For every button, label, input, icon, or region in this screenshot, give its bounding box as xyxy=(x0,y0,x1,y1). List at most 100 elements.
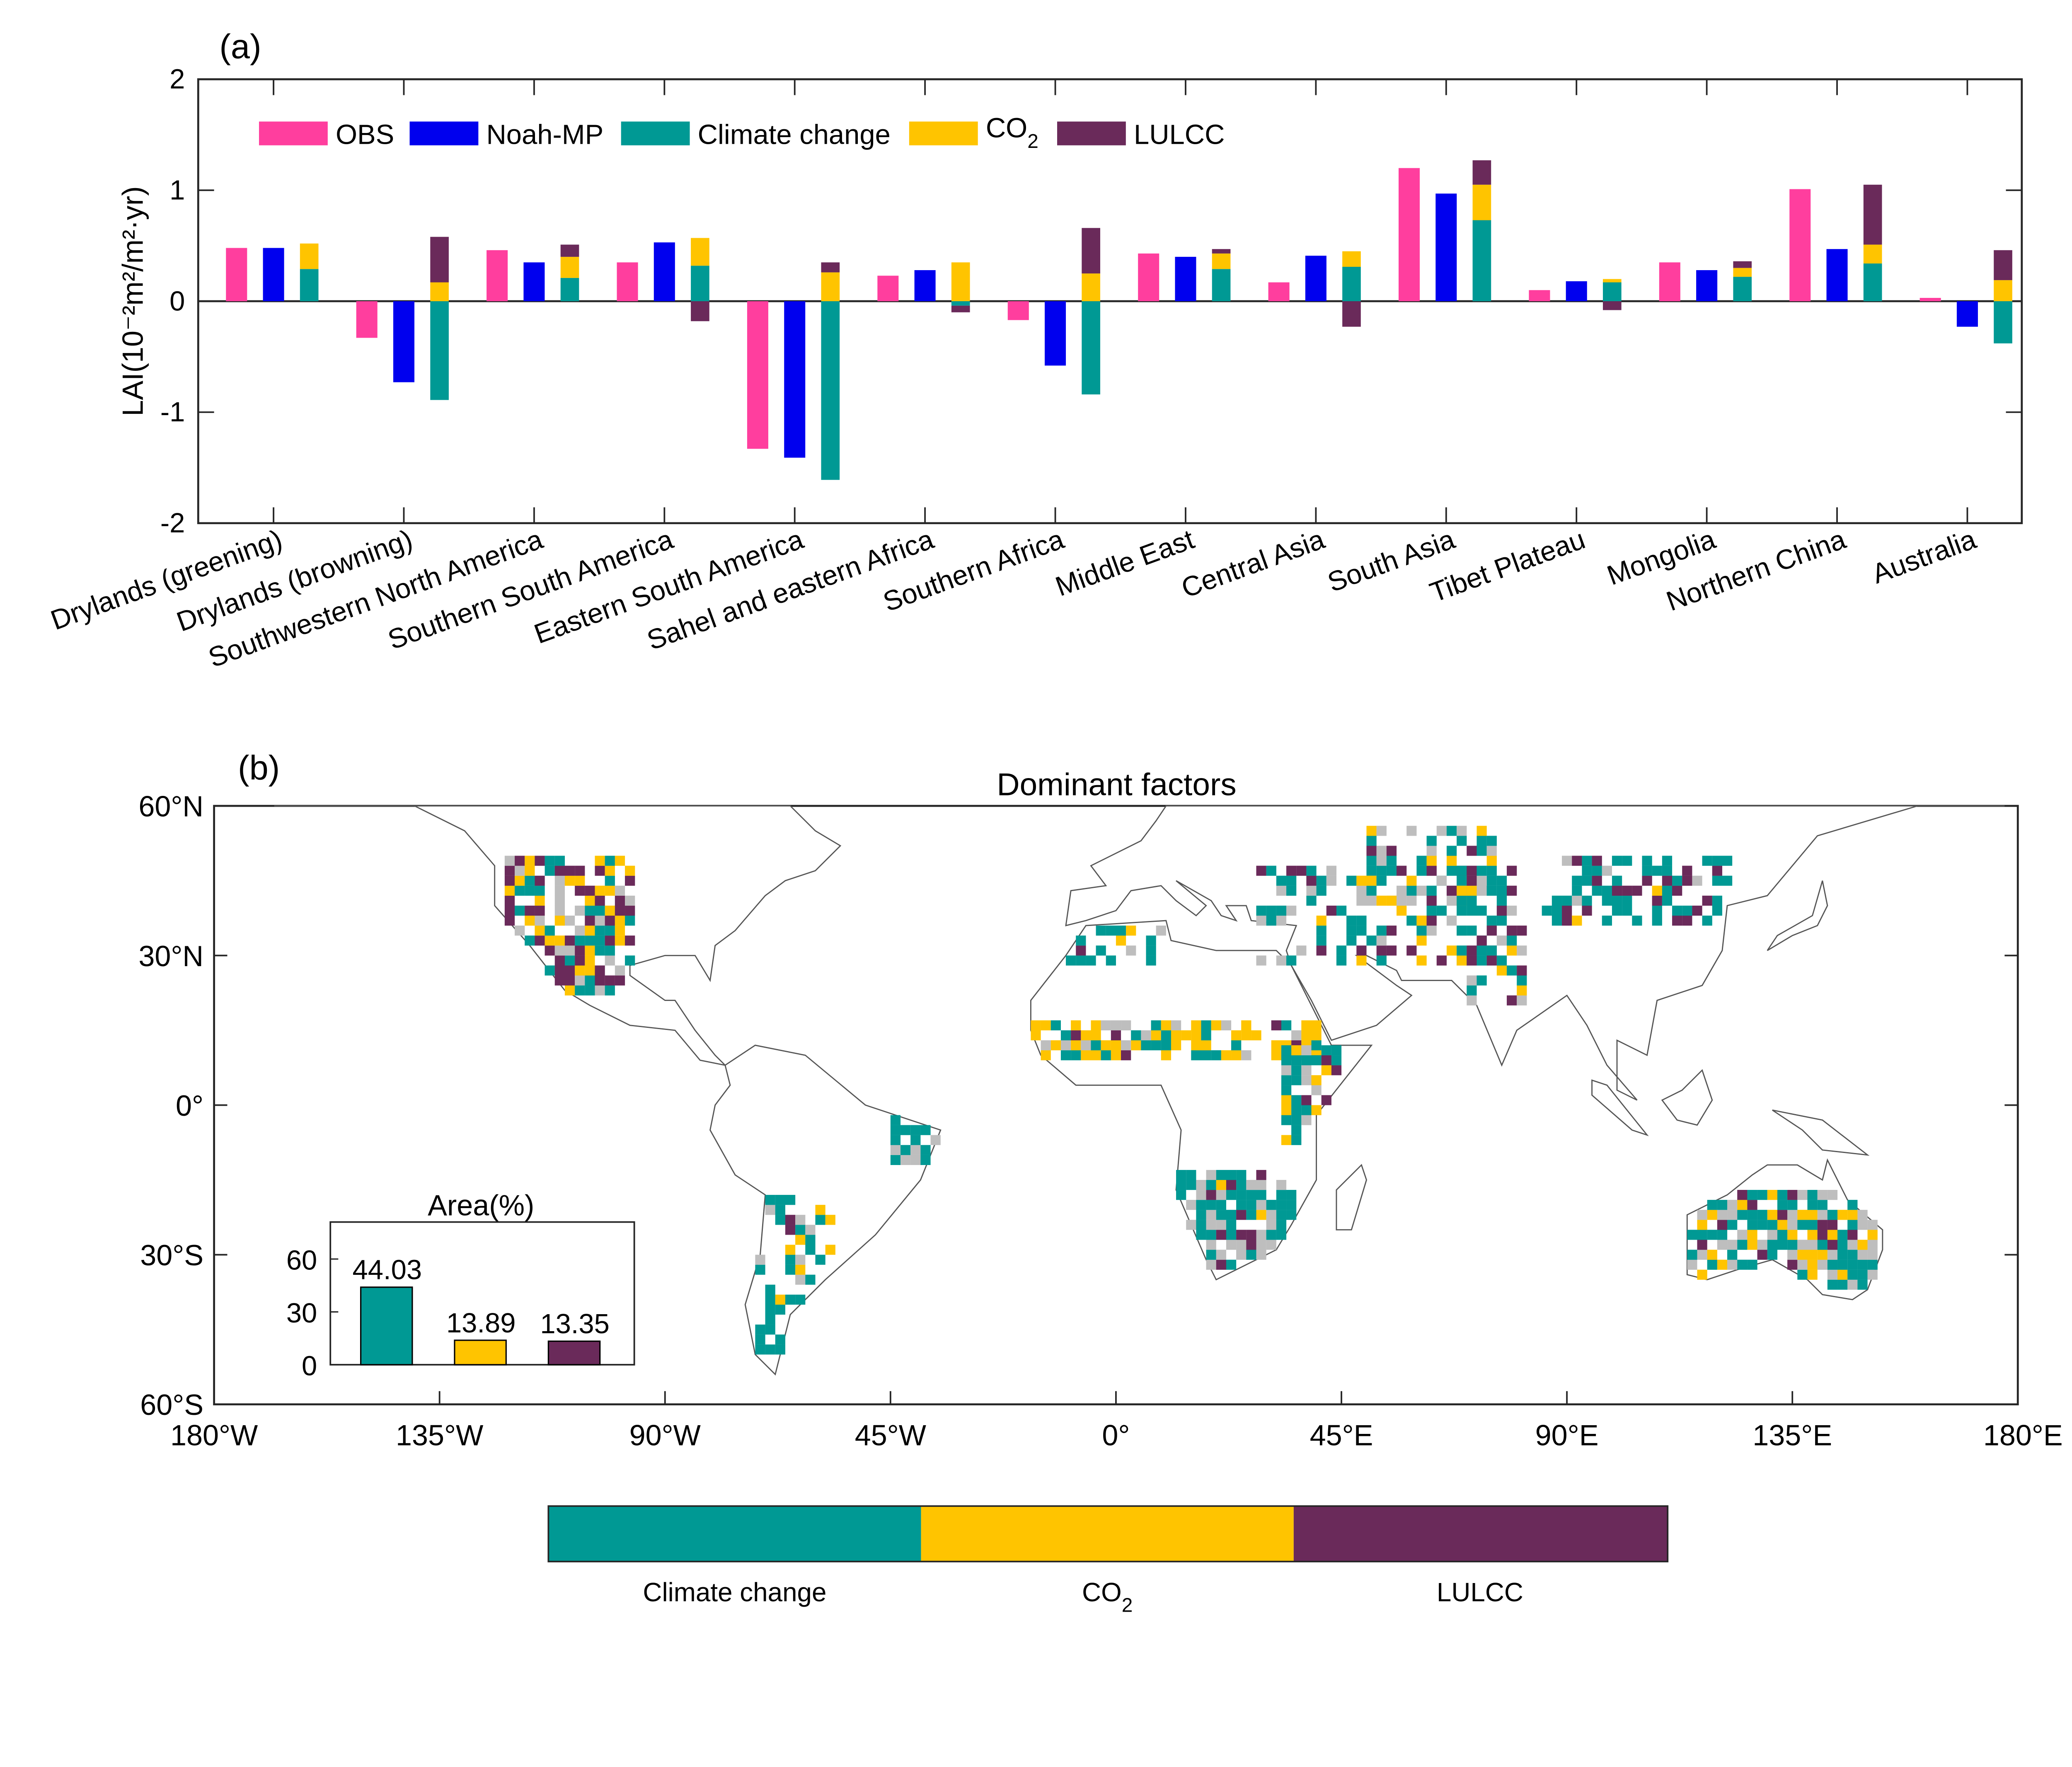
map-cell xyxy=(1286,955,1297,966)
map-cell xyxy=(1256,1200,1266,1210)
map-cell xyxy=(1161,1030,1171,1041)
map-cell xyxy=(1406,895,1417,906)
map-cell xyxy=(1366,856,1377,866)
map-cell xyxy=(1146,935,1156,946)
map-cell xyxy=(1737,1210,1748,1220)
map-cell xyxy=(1837,1250,1848,1260)
map-cell xyxy=(1221,1050,1232,1061)
map-cell xyxy=(1376,926,1387,936)
map-cell xyxy=(1797,1250,1808,1260)
map-cell xyxy=(1311,1105,1322,1115)
map-cell xyxy=(1316,885,1326,896)
map-cell xyxy=(1251,1030,1261,1041)
map-cell xyxy=(1787,1220,1798,1230)
map-cell xyxy=(1176,1180,1186,1190)
map-cell xyxy=(1477,935,1487,946)
bar-lulcc xyxy=(951,305,970,312)
map-cell xyxy=(1467,846,1477,856)
map-cell xyxy=(1467,875,1477,886)
map-cell xyxy=(1652,915,1662,926)
colorbar: Climate change CO2 LULCC xyxy=(547,1505,1669,1616)
map-cell xyxy=(554,975,565,986)
map-cell xyxy=(1041,1050,1051,1061)
bar-co2 xyxy=(1733,268,1752,277)
map-cell xyxy=(1216,1250,1226,1260)
map-cell xyxy=(775,1205,785,1215)
map-cell xyxy=(1286,885,1297,896)
map-cell xyxy=(1486,915,1497,926)
map-cell xyxy=(1216,1200,1226,1210)
map-cell xyxy=(775,1334,785,1345)
map-x-tick-label: 135°W xyxy=(396,1419,483,1452)
map-cell xyxy=(1321,1045,1331,1056)
bar-noah-mp xyxy=(1175,256,1196,302)
map-cell xyxy=(1236,1210,1247,1220)
map-cell xyxy=(1276,1190,1287,1200)
map-cell xyxy=(1787,1210,1798,1220)
map-cell xyxy=(890,1125,901,1135)
map-cell xyxy=(1397,895,1407,906)
map-cell xyxy=(1186,1170,1196,1180)
map-cell xyxy=(1146,955,1156,966)
map-cell xyxy=(1326,875,1336,886)
map-cell xyxy=(1116,926,1126,936)
map-cell xyxy=(1486,875,1497,886)
bar-climate-change xyxy=(1082,301,1100,395)
map-cell xyxy=(1326,865,1336,876)
bar-co2 xyxy=(1212,253,1231,269)
map-cell xyxy=(1346,875,1357,886)
map-cell xyxy=(1467,985,1477,996)
bar-obs xyxy=(1920,298,1941,302)
map-cell xyxy=(1672,905,1682,916)
map-cell xyxy=(765,1325,775,1335)
map-cell xyxy=(1517,985,1527,996)
map-cell xyxy=(1346,926,1357,936)
map-cell xyxy=(1281,1045,1292,1056)
map-cell xyxy=(1747,1240,1757,1250)
map-cell xyxy=(1331,1045,1342,1056)
map-cell xyxy=(1216,1190,1226,1200)
map-cell xyxy=(1777,1190,1788,1200)
map-cell xyxy=(1847,1250,1858,1260)
map-cell xyxy=(1206,1200,1216,1210)
map-cell xyxy=(564,985,575,996)
map-cell xyxy=(1246,1190,1256,1200)
map-x-tick-label: 180°W xyxy=(170,1419,258,1452)
map-cell xyxy=(615,905,625,916)
figure: (a) -2 -1 0 1 2 Drylands (greening)Drylands … xyxy=(47,27,2063,1616)
map-cell xyxy=(815,1205,825,1215)
map-cell xyxy=(1316,935,1326,946)
map-x-tick-label: 45°W xyxy=(855,1419,926,1452)
map-cell xyxy=(1817,1190,1828,1200)
map-cell xyxy=(1582,856,1592,866)
map-cell xyxy=(1602,865,1612,876)
map-cell xyxy=(1416,926,1427,936)
map-x-tick-label: 0° xyxy=(1102,1419,1130,1452)
map-cell xyxy=(1291,1125,1302,1135)
map-cell xyxy=(1416,955,1427,966)
y-axis-a: -2 -1 0 1 2 xyxy=(160,64,2022,539)
bar-co2 xyxy=(1342,251,1361,267)
legend-text: OBS xyxy=(336,119,394,150)
y-tick-label: 1 xyxy=(169,175,185,206)
map-cell xyxy=(1397,905,1407,916)
map-cell xyxy=(1276,885,1287,896)
map-cell xyxy=(1281,1085,1292,1095)
map-cell xyxy=(615,975,625,986)
map-cell xyxy=(1467,926,1477,936)
area-inset: Area(%) 0 30 60 44.03 13.89 13.35 xyxy=(286,1189,635,1382)
map-cell xyxy=(1386,846,1397,856)
map-cell xyxy=(1331,1055,1342,1066)
map-cell xyxy=(1397,865,1407,876)
map-cell xyxy=(1376,846,1387,856)
map-cell xyxy=(1416,865,1427,876)
map-cell xyxy=(1196,1200,1206,1210)
map-cell xyxy=(1612,875,1622,886)
map-cell xyxy=(595,895,605,906)
bar-lulcc xyxy=(1082,228,1100,274)
map-cell xyxy=(1076,945,1086,956)
map-cell xyxy=(815,1255,825,1265)
map-cell xyxy=(1266,1200,1276,1210)
bar-noah-mp xyxy=(1435,193,1457,302)
map-cell xyxy=(1331,1065,1342,1076)
